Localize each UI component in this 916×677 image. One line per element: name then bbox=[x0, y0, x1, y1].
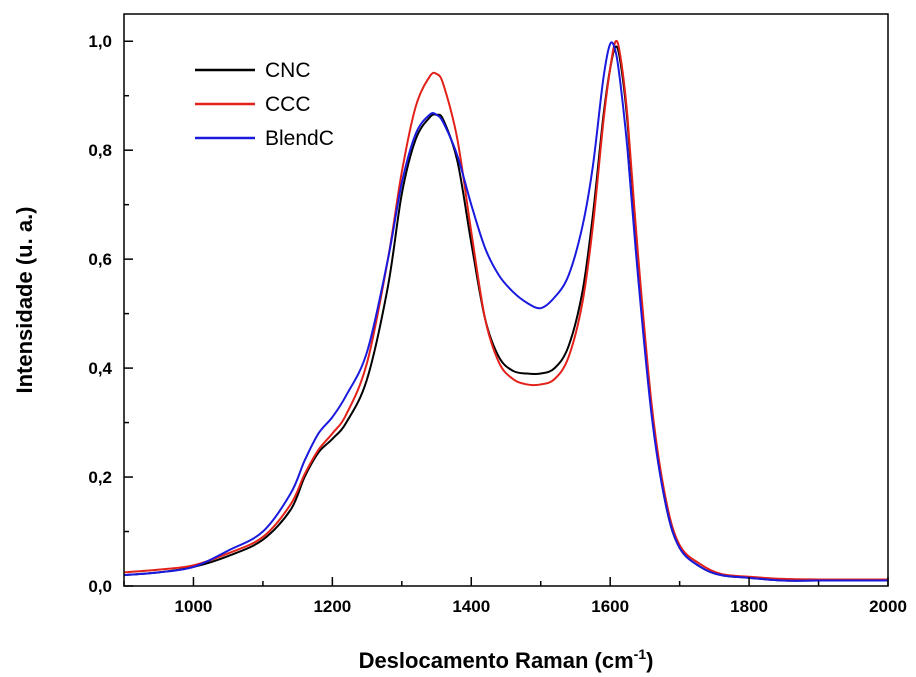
x-tick-label: 1800 bbox=[730, 597, 768, 616]
x-tick-label: 1400 bbox=[452, 597, 490, 616]
y-axis-title: Intensidade (u. a.) bbox=[12, 206, 37, 393]
legend: CNC CCC BlendC bbox=[195, 59, 334, 150]
y-tick-label: 1,0 bbox=[88, 32, 112, 51]
x-tick-label: 1000 bbox=[175, 597, 213, 616]
y-tick-label: 0,8 bbox=[88, 141, 112, 160]
legend-label-blendc: BlendC bbox=[265, 127, 334, 150]
y-tick-label: 0,6 bbox=[88, 250, 112, 269]
plot-frame bbox=[123, 13, 889, 587]
x-axis-title: Deslocamento Raman (cm-1) bbox=[359, 646, 654, 673]
x-axis-title-end: ) bbox=[646, 648, 653, 673]
x-tick-label: 1600 bbox=[591, 597, 629, 616]
y-tick-label: 0,4 bbox=[88, 359, 112, 378]
x-axis-title-main: Deslocamento Raman (cm bbox=[359, 648, 634, 673]
series-line-blendc bbox=[123, 41, 888, 582]
y-tick-label: 0,0 bbox=[88, 577, 112, 596]
legend-label-ccc: CCC bbox=[265, 93, 311, 116]
series-layer bbox=[123, 39, 888, 582]
x-tick-label: 1200 bbox=[313, 597, 351, 616]
ticks-layer: 1000 1200 1400 1600 1800 2000 0,0 0,2 0,4 0,6 0,8 1… bbox=[88, 32, 907, 616]
y-tick-label: 0,2 bbox=[88, 468, 112, 487]
x-axis-title-superscript: -1 bbox=[634, 646, 647, 662]
legend-label-cnc: CNC bbox=[265, 59, 311, 82]
x-tick-label: 2000 bbox=[869, 597, 907, 616]
